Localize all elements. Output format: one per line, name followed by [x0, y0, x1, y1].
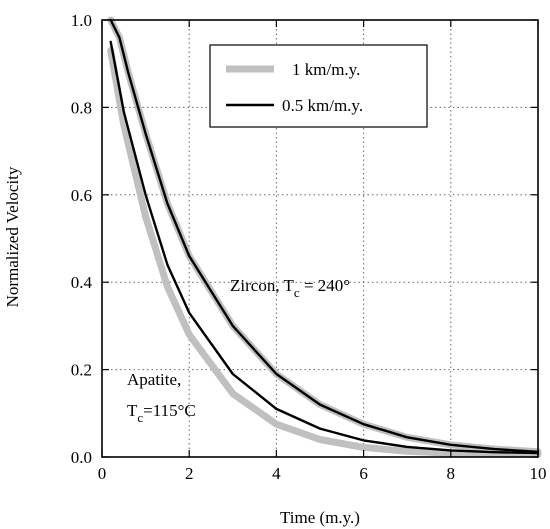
annotation-apatite-tc: Tc=115°C [127, 401, 196, 425]
x-axis-title: Time (m.y.) [280, 508, 360, 527]
y-tick-label: 0.0 [71, 448, 92, 467]
x-tick-label: 4 [272, 464, 281, 483]
x-tick-label: 10 [530, 464, 547, 483]
legend: 1 km/m.y. 0.5 km/m.y. [209, 44, 428, 128]
x-tick-label: 2 [185, 464, 194, 483]
y-tick-label: 0.8 [71, 98, 92, 117]
legend-label-1km: 1 km/m.y. [292, 60, 360, 79]
y-tick-label: 0.4 [71, 273, 93, 292]
annotation-apatite: Apatite, [127, 370, 181, 389]
y-axis-title: Normalized Velocity [3, 166, 22, 307]
x-tick-label: 0 [98, 464, 107, 483]
y-tick-label: 1.0 [71, 11, 92, 30]
plot-frame [101, 19, 539, 458]
axis-ticks: 0 2 4 6 8 10 0.0 0.2 0.4 0.6 0.8 1.0 [71, 11, 547, 483]
y-tick-label: 0.2 [71, 361, 92, 380]
y-tick-label: 0.6 [71, 186, 92, 205]
annotation-zircon: Zircon, Tc = 240° [230, 276, 350, 300]
x-tick-label: 6 [359, 464, 368, 483]
legend-label-05km: 0.5 km/m.y. [282, 96, 363, 115]
series-line-zircon-0-5-km-m-y [109, 18, 540, 453]
x-tick-label: 8 [447, 464, 456, 483]
legend-box [209, 44, 428, 128]
